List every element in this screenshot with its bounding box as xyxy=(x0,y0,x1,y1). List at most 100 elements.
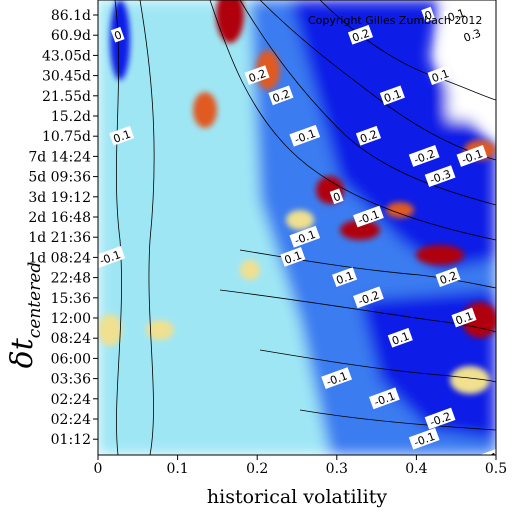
contour-line xyxy=(209,0,496,241)
y-axis-label-main: δt xyxy=(5,337,40,368)
contour-label-bg xyxy=(353,286,384,309)
contour-label-bg xyxy=(289,225,321,248)
heat-blob xyxy=(286,210,314,230)
contour-label: 0.2 xyxy=(268,85,294,106)
contour-label-text: 0.3 xyxy=(462,27,483,45)
x-tick-label: 0.1 xyxy=(166,461,188,477)
contour-label-text: 0.2 xyxy=(358,128,379,146)
y-tick-label: 12:00 xyxy=(51,311,91,327)
contour-label-bg xyxy=(427,65,453,86)
contour-line xyxy=(219,289,496,333)
contour-label: 0.1 xyxy=(451,307,477,328)
contour-label-text: 0.1 xyxy=(283,249,304,267)
y-tick-label: 08:24 xyxy=(51,331,91,347)
contour-label-text: 0.1 xyxy=(390,330,411,348)
contour-label-bg xyxy=(268,85,294,106)
heat-blob xyxy=(386,202,414,218)
contour-label-bg xyxy=(424,165,456,188)
copyright-notice: Copyright Gilles Zumbach 2012 xyxy=(308,14,482,27)
contour-label: 0.1 xyxy=(280,247,306,267)
x-tick-label: 0.2 xyxy=(246,461,268,477)
y-tick-label: 03:36 xyxy=(51,372,91,388)
svg-text:δtcentered: δtcentered xyxy=(5,262,45,369)
contour-label: 0 xyxy=(110,26,125,43)
contour-label-bg xyxy=(321,367,353,390)
contour-label: 0.2 xyxy=(347,24,374,45)
y-tick-label: 30.45d xyxy=(42,69,91,85)
y-tick-label: 22:48 xyxy=(51,271,91,287)
plot-frame xyxy=(97,0,497,456)
contour-label-bg xyxy=(329,188,344,205)
y-tick-label: 06:00 xyxy=(51,351,91,367)
y-tick-label: 15:36 xyxy=(51,291,91,307)
contour-label-bg xyxy=(353,205,384,228)
contour-label-bg xyxy=(280,247,306,267)
contour-line xyxy=(299,409,496,431)
contour-label: 0.1 xyxy=(387,327,413,348)
x-tick-label: 0.5 xyxy=(485,461,507,477)
contour-label-bg xyxy=(244,65,270,86)
contour-label-bg xyxy=(369,387,400,410)
contour-label-text: 0 xyxy=(331,190,342,205)
x-axis-ticks: 0 0.1 0.2 0.3 0.4 0.5 xyxy=(94,455,507,477)
contour-label-bg xyxy=(387,327,413,348)
y-axis-label: δtcentered xyxy=(5,262,45,369)
y-tick-label: 21.55d xyxy=(42,89,91,105)
contour-label-text: 0 xyxy=(423,8,434,23)
contour-label-bg xyxy=(109,125,135,146)
y-tick-label: 02:24 xyxy=(51,392,91,408)
contour-label-text: 0.1 xyxy=(446,6,467,24)
contour-label-text: 0.2 xyxy=(247,67,268,85)
contour-label-text: 0.1 xyxy=(454,309,475,327)
y-tick-label: 86.1d xyxy=(51,8,91,24)
y-tick-label: 2d 16:48 xyxy=(28,210,91,226)
y-tick-label: 60.9d xyxy=(51,28,91,44)
contour-label-text: 0.2 xyxy=(350,27,371,45)
contour-line xyxy=(259,349,496,383)
contour-label: 0.1 xyxy=(443,4,469,25)
contour-label-bg xyxy=(355,125,382,146)
y-axis-ticks: 86.1d 60.9d 43.05d 30.45d 21.55d 15.2d 10.75d 7… xyxy=(28,8,98,448)
y-tick-label: 01:12 xyxy=(51,432,91,448)
contour-label: 0.1 xyxy=(332,267,358,288)
x-tick-label: 0.3 xyxy=(326,461,348,477)
heat-blob xyxy=(340,220,380,240)
contour-label-text: 0.2 xyxy=(438,269,459,287)
contour-label-bg xyxy=(421,6,436,23)
contour-label-bg xyxy=(456,145,488,167)
heat-blob xyxy=(98,314,122,346)
contour-label: 0.3 xyxy=(459,24,485,45)
contour-label-text: 0.1 xyxy=(334,269,355,287)
contour-label-text: 0.1 xyxy=(430,67,451,85)
heat-blob xyxy=(416,245,464,265)
contour-label-bg xyxy=(332,267,358,288)
contour-label-text: 0.1 xyxy=(382,87,403,105)
contour-label-bg xyxy=(289,124,321,147)
contour-line xyxy=(319,0,496,101)
y-tick-label: 1d 08:24 xyxy=(28,250,91,266)
y-tick-label: 3d 19:12 xyxy=(28,190,91,206)
contour-label-bg xyxy=(379,85,405,106)
heat-blob xyxy=(450,366,490,394)
y-tick-label: 1d 21:36 xyxy=(28,230,91,246)
plot-area: 0 0.10.30.20.2 0.10.10.20.2-0.1-0.2 -0.1-0.… xyxy=(98,0,496,455)
x-tick-label: 0 xyxy=(94,461,103,477)
heat-detail xyxy=(98,0,496,394)
heat-blob xyxy=(193,92,217,128)
contour-label-bg xyxy=(459,24,485,45)
contour-label: 0.1 xyxy=(109,125,135,146)
contour-label-bg xyxy=(408,145,440,167)
y-tick-label: 02:24 xyxy=(51,412,91,428)
heat-blob xyxy=(146,320,174,340)
contour-label: 0.2 xyxy=(244,65,270,86)
contour-lines xyxy=(114,0,496,455)
contour-label: 0.1 xyxy=(427,65,453,86)
contour-label: 0 xyxy=(421,6,436,23)
contour-label-text: 0.2 xyxy=(271,87,292,105)
heat-blob xyxy=(216,0,244,43)
heat-region-strong xyxy=(290,0,496,270)
heat-blob xyxy=(240,260,260,280)
contour-label: 0 xyxy=(329,188,344,205)
heat-region-strong xyxy=(360,290,496,440)
